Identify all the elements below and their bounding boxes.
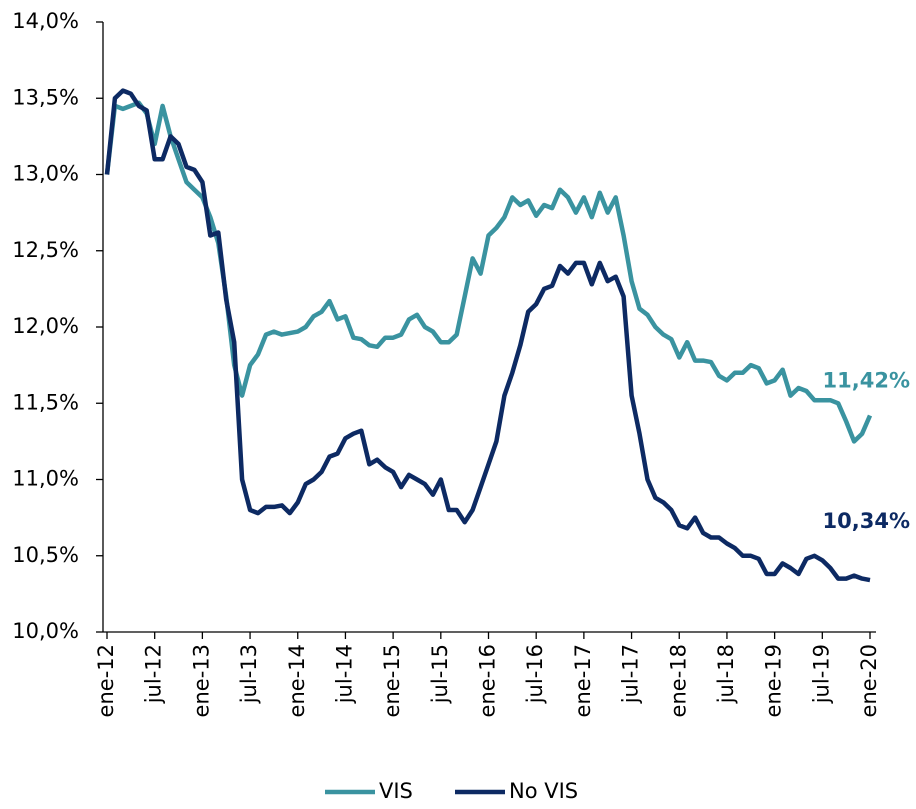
x-tick-label: ene-20 <box>857 644 881 717</box>
x-tick-label: jul-19 <box>809 644 833 704</box>
x-tick-label: jul-12 <box>142 644 166 704</box>
value-label: 11,42% <box>823 368 910 392</box>
x-tick-label: ene-15 <box>380 644 404 717</box>
y-tick-label: 11,0% <box>12 467 79 491</box>
value-label: 10,34% <box>823 509 910 533</box>
y-tick-label: 14,0% <box>12 9 79 33</box>
y-tick-label: 13,0% <box>12 162 79 186</box>
y-tick-label: 12,5% <box>12 238 79 262</box>
x-tick-label: ene-19 <box>762 644 786 717</box>
x-tick-label: ene-18 <box>666 644 690 717</box>
legend-label: VIS <box>379 779 413 803</box>
series-line <box>104 88 871 583</box>
x-tick-label: ene-12 <box>94 644 118 717</box>
y-tick-label: 12,0% <box>12 314 79 338</box>
x-tick-label: ene-13 <box>189 644 213 717</box>
x-tick-label: ene-16 <box>476 644 500 717</box>
x-tick-label: ene-14 <box>285 644 309 717</box>
x-tick-label: ene-17 <box>571 644 595 717</box>
legend-label: No VIS <box>509 779 578 803</box>
y-tick-label: 13,5% <box>12 85 79 109</box>
y-tick-label: 10,0% <box>12 619 79 643</box>
x-tick-label: jul-15 <box>428 644 452 704</box>
x-tick-label: jul-16 <box>523 644 547 704</box>
x-tick-label: jul-14 <box>332 644 356 704</box>
x-tick-label: jul-13 <box>237 644 261 704</box>
x-tick-label: jul-17 <box>619 644 643 704</box>
x-tick-label: jul-18 <box>714 644 738 704</box>
y-tick-label: 11,5% <box>12 390 79 414</box>
y-tick-label: 10,5% <box>12 543 79 567</box>
